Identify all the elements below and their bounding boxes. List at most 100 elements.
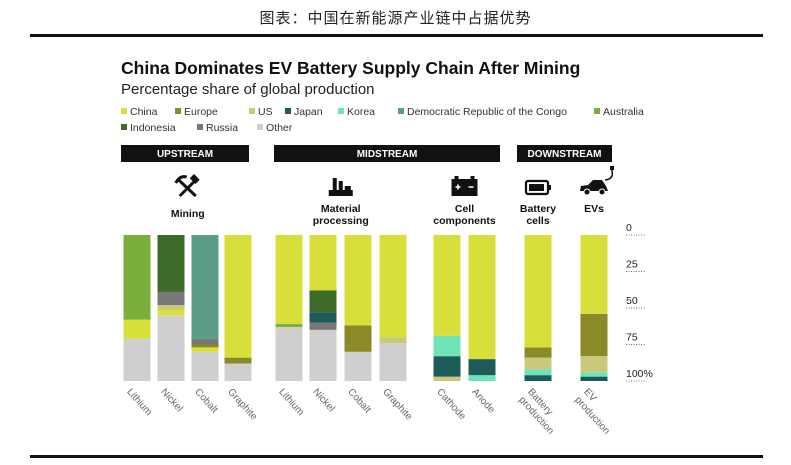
stage-label: UPSTREAM bbox=[157, 149, 213, 160]
legend-label: Korea bbox=[347, 106, 376, 118]
bar-ev-production: EVproduction bbox=[572, 235, 612, 437]
stage-label: DOWNSTREAM bbox=[528, 149, 602, 160]
bar-cobalt: Cobalt bbox=[191, 235, 220, 416]
category-label: Anode bbox=[469, 387, 497, 416]
legend-swatch bbox=[121, 124, 127, 130]
bar-segment-china bbox=[123, 319, 151, 339]
bar-segment-democratic-republic-of-the-congo bbox=[191, 235, 219, 339]
legend-item-japan: Japan bbox=[285, 106, 323, 118]
bar-segment-japan bbox=[580, 376, 608, 381]
bar-segment-japan bbox=[468, 359, 496, 376]
bar-segment-china bbox=[433, 235, 461, 336]
bar-segment-other bbox=[157, 315, 185, 381]
tick-label: 25 bbox=[626, 259, 638, 271]
electric-car-icon bbox=[580, 166, 614, 196]
bar-segment-china bbox=[580, 235, 608, 314]
bar-segment-australia bbox=[123, 235, 151, 320]
stage-bar bbox=[121, 145, 249, 162]
legend-item-indonesia: Indonesia bbox=[121, 122, 176, 134]
tick-label: 50 bbox=[626, 295, 638, 307]
bar-nickel: Nickel bbox=[157, 235, 185, 414]
group-label: components bbox=[433, 215, 496, 227]
legend-item-russia: Russia bbox=[197, 122, 238, 134]
figure-caption: 图表：中国在新能源产业链中占据优势 bbox=[259, 9, 532, 27]
stage-downstream: DOWNSTREAM bbox=[517, 145, 612, 162]
bottom-rule bbox=[30, 455, 763, 458]
bar-segment-china bbox=[309, 235, 337, 291]
legend-swatch bbox=[338, 108, 344, 114]
group-label: Material bbox=[321, 203, 361, 215]
legend-swatch bbox=[197, 124, 203, 130]
group-label: Battery bbox=[520, 203, 556, 215]
category-label: Lithium bbox=[124, 387, 154, 418]
bar-segment-russia bbox=[157, 291, 185, 306]
chart-subtitle: Percentage share of global production bbox=[121, 81, 375, 98]
group-label: processing bbox=[313, 215, 369, 227]
bar-anode: Anode bbox=[468, 235, 497, 416]
legend-label: Europe bbox=[184, 106, 218, 118]
stage-label: MIDSTREAM bbox=[357, 149, 418, 160]
stage-bar bbox=[517, 145, 612, 162]
bar-segment-china bbox=[275, 235, 303, 325]
legend-swatch bbox=[121, 108, 127, 114]
legend-swatch bbox=[249, 108, 255, 114]
legend-label: China bbox=[130, 106, 158, 118]
category-label: Graphite bbox=[225, 387, 259, 423]
bar-segment-korea bbox=[468, 375, 496, 381]
category-label: Cathode bbox=[434, 387, 468, 423]
group-label: EVs bbox=[584, 203, 604, 215]
bar-segment-china bbox=[224, 235, 252, 358]
bar-segment-korea bbox=[524, 369, 552, 376]
group-label: cells bbox=[526, 215, 550, 227]
bar-segment-russia bbox=[309, 322, 337, 330]
legend-swatch bbox=[398, 108, 404, 114]
category-label: Batteryproduction bbox=[516, 387, 564, 437]
legend-label: US bbox=[258, 106, 273, 118]
bar-segment-russia bbox=[191, 338, 219, 345]
bar-segment-other bbox=[224, 363, 252, 381]
bar-graphite: Graphite bbox=[224, 235, 259, 423]
bar-graphite: Graphite bbox=[379, 235, 414, 423]
legend-item-korea: Korea bbox=[338, 106, 375, 118]
battery-icon bbox=[524, 179, 551, 196]
top-rule bbox=[30, 34, 763, 37]
bar-segment-china bbox=[157, 309, 185, 316]
group-label: Cell bbox=[455, 203, 474, 215]
category-label: Lithium bbox=[276, 387, 306, 418]
factory-icon bbox=[328, 178, 353, 196]
category-label: Cobalt bbox=[192, 387, 220, 416]
bar-segment-australia bbox=[275, 324, 303, 327]
bar-segment-other bbox=[379, 343, 407, 381]
bar-segment-china bbox=[344, 235, 372, 326]
legend-item-china: China bbox=[121, 106, 157, 118]
tick-label: 75 bbox=[626, 332, 638, 344]
bar-segment-us bbox=[379, 337, 407, 344]
category-label: Cobalt bbox=[345, 387, 373, 416]
bar-segment-europe bbox=[344, 325, 372, 352]
bar-segment-china bbox=[191, 347, 219, 352]
legend-label: Japan bbox=[294, 106, 323, 118]
stage-midstream: MIDSTREAM bbox=[274, 145, 500, 162]
legend-label: Democratic Republic of the Congo bbox=[407, 106, 567, 118]
bar-segment-other bbox=[309, 329, 337, 381]
legend-label: Australia bbox=[603, 106, 644, 118]
group-label: Mining bbox=[171, 208, 205, 220]
bar-segment-indonesia bbox=[309, 290, 337, 313]
hammer-pick-icon bbox=[174, 174, 200, 198]
bar-segment-korea bbox=[433, 335, 461, 357]
bar-lithium: Lithium bbox=[123, 235, 154, 418]
bar-segment-japan bbox=[524, 375, 552, 381]
bar-segment-europe bbox=[224, 357, 252, 364]
group-mining: Mining Lithium Nickel Cobalt Graphite bbox=[123, 208, 259, 423]
bar-segment-indonesia bbox=[157, 235, 185, 292]
bar-segment-other bbox=[344, 351, 372, 381]
bar-cathode: Cathode bbox=[433, 235, 468, 423]
bar-segment-europe bbox=[580, 313, 608, 357]
bar-segment-us bbox=[433, 376, 461, 381]
legend-item-us: US bbox=[249, 106, 273, 118]
group-evs: EVs EVproduction bbox=[572, 203, 612, 437]
bar-battery-production: Batteryproduction bbox=[516, 235, 564, 437]
bar-segment-other bbox=[275, 326, 303, 381]
